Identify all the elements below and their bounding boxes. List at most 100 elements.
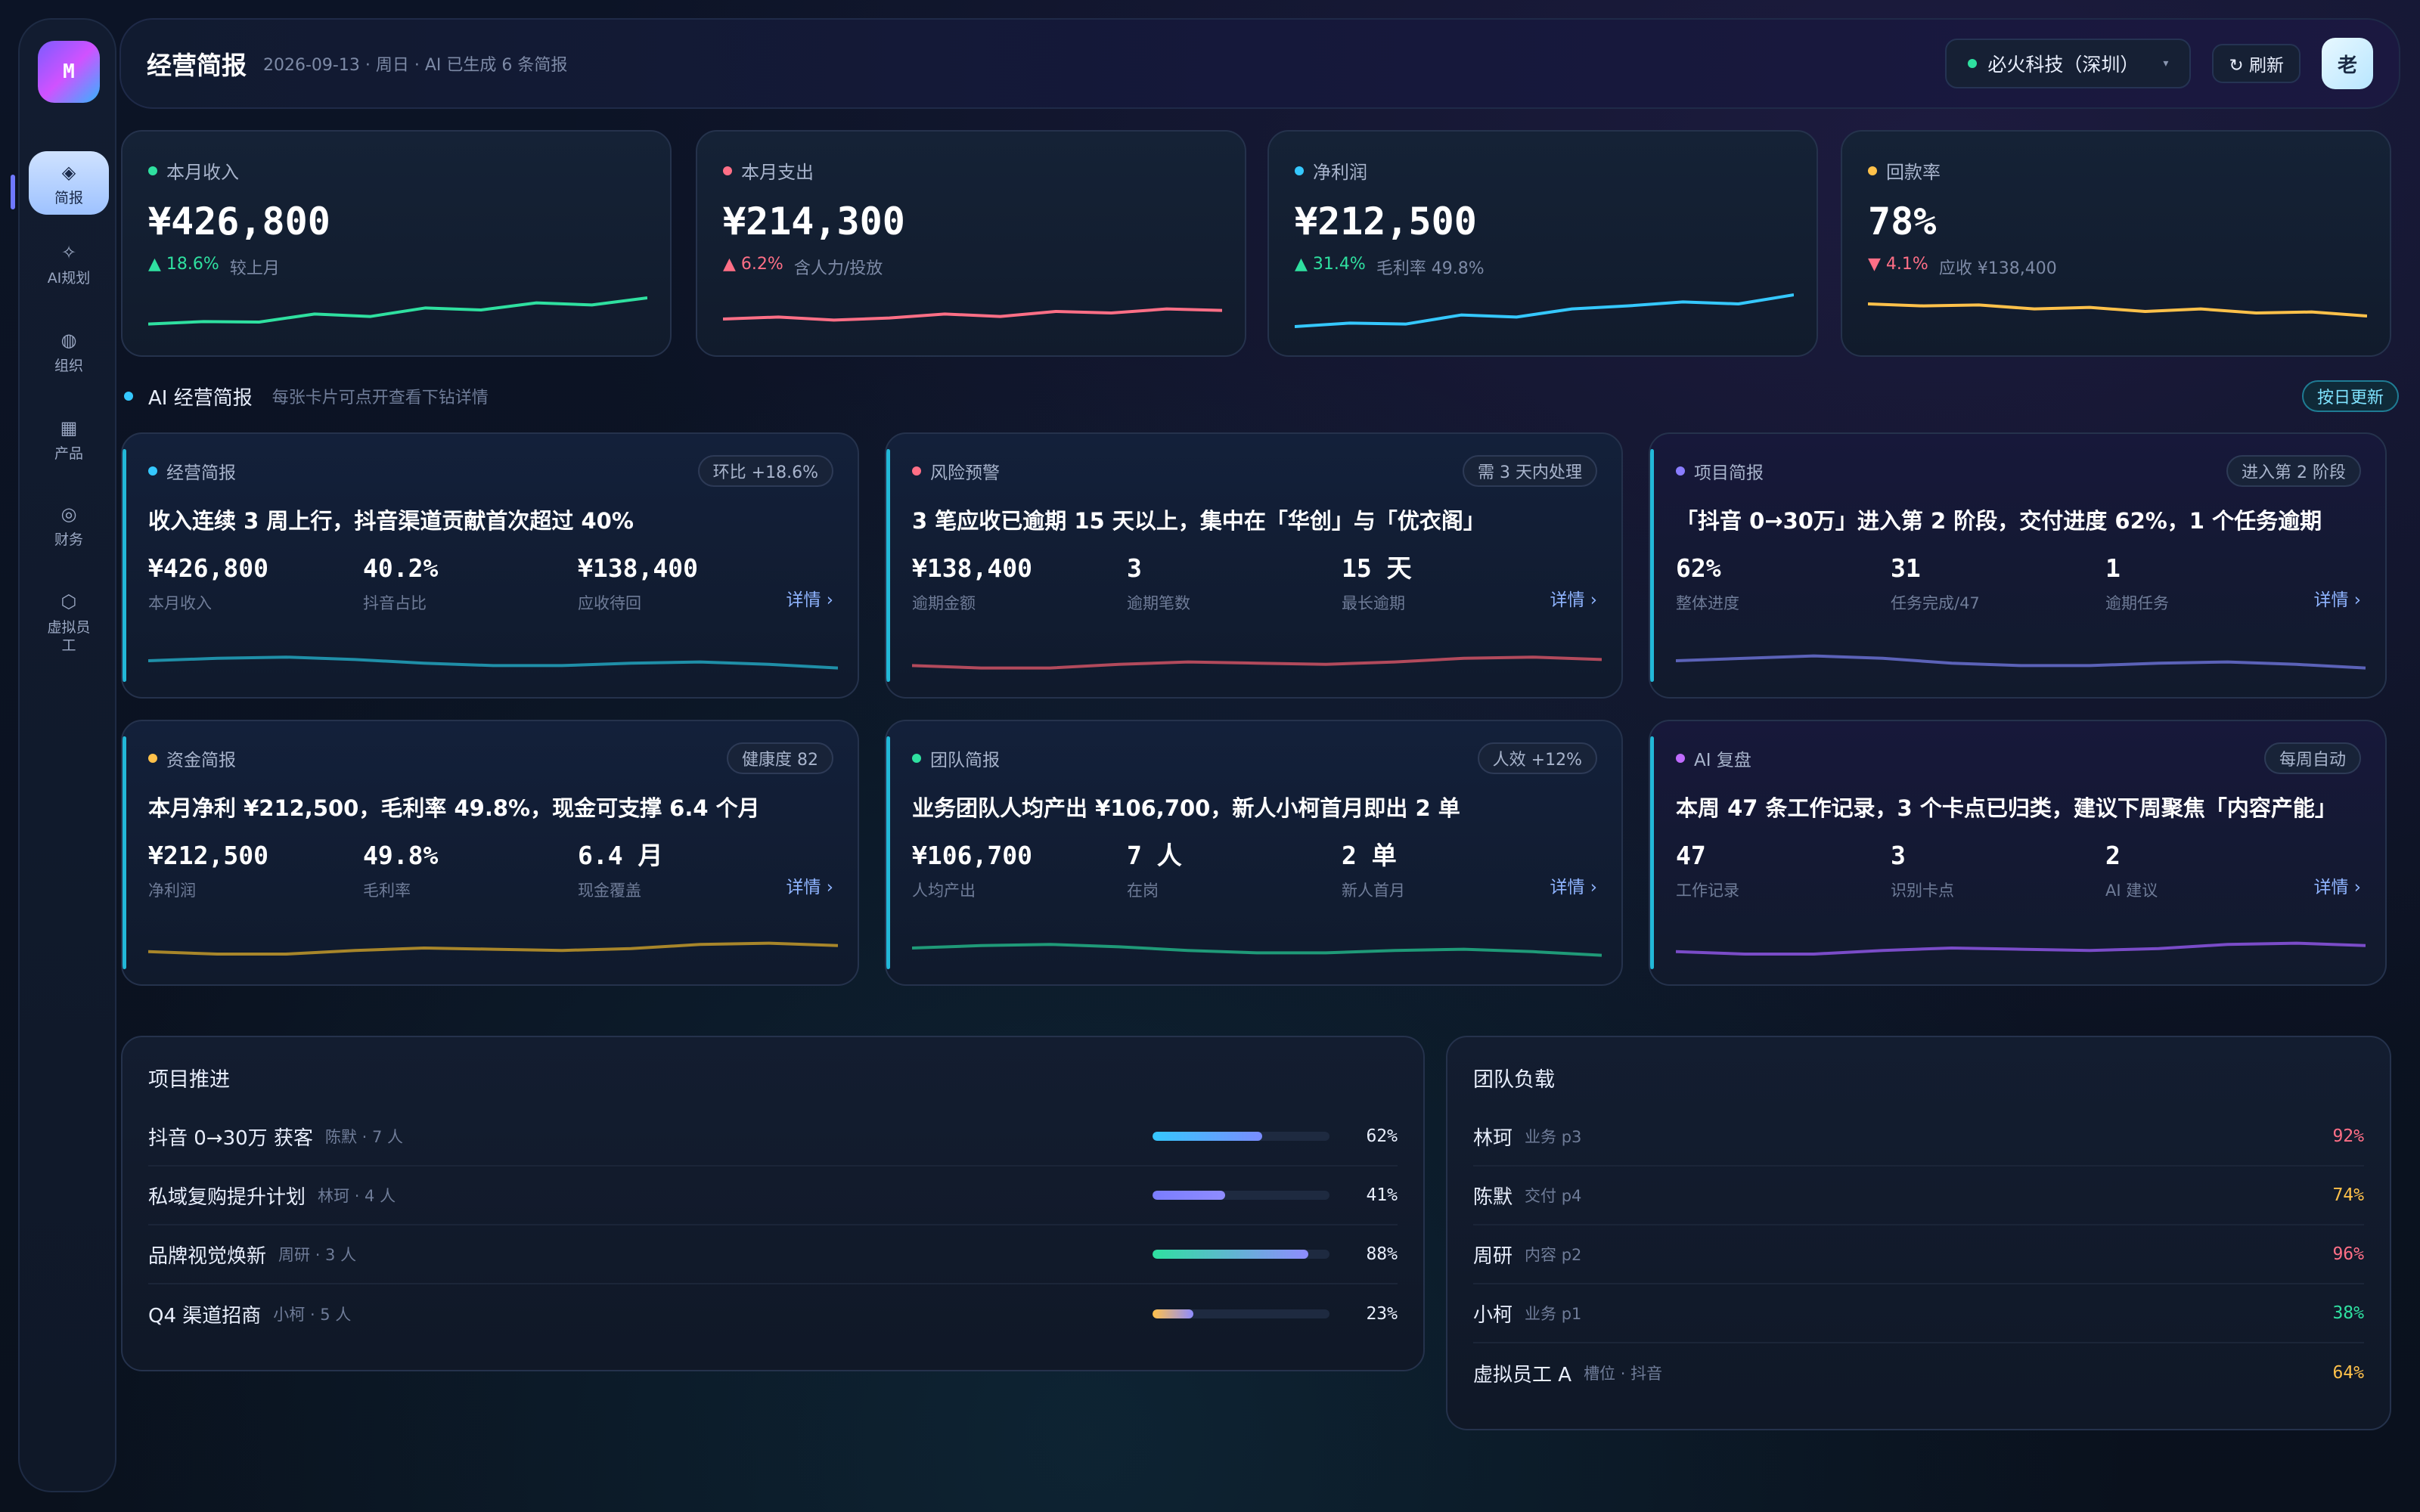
team-member-row[interactable]: 周研 内容 p2 96% [1473, 1225, 2364, 1284]
diamond-icon: ◈ [61, 162, 76, 183]
progress-percent: 23% [1366, 1304, 1398, 1324]
section-title: AI 经营简报 [148, 386, 253, 410]
metric-value: ¥138,400 [912, 553, 1032, 583]
member-name: 虚拟员工 A [1473, 1363, 1572, 1387]
metric-label: 最长逾期 [1342, 594, 1405, 612]
project-row[interactable]: 私域复购提升计划 林珂 · 4 人 41% [148, 1167, 1398, 1225]
metric: ¥212,500 净利润 [148, 841, 363, 901]
detail-link[interactable]: 详情 › [2313, 878, 2361, 897]
metric-label: 应收待回 [578, 594, 641, 612]
sparkline [1295, 293, 1794, 328]
brief-card[interactable]: AI 复盘 每周自动 本周 47 条工作记录，3 个卡点已归类，建议下周聚焦「内容… [1649, 720, 2387, 986]
card-tag: 风险预警 [930, 463, 1000, 483]
kpi-card[interactable]: 本月收入 ¥426,800 ▲ 18.6% 较上月 [121, 130, 672, 357]
kpi-value: ¥212,500 [1295, 200, 1477, 243]
sparkline [148, 655, 838, 670]
metric: ¥138,400 逾期金额 [912, 553, 1127, 614]
metric-label: 净利润 [148, 881, 196, 900]
metric: 2 单新人首月 [1342, 841, 1556, 901]
metric-value: 15 天 [1342, 553, 1412, 583]
metric-label: 识别卡点 [1891, 881, 1954, 900]
section-dot-icon [124, 392, 133, 401]
project-row[interactable]: 抖音 0→30万 获客 陈默 · 7 人 62% [148, 1108, 1398, 1167]
brief-card[interactable]: 项目简报 进入第 2 阶段 「抖音 0→30万」进入第 2 阶段，交付进度 62%… [1649, 432, 2387, 699]
metric-value: 3 [1891, 841, 1906, 870]
sparkline [912, 655, 1602, 670]
brief-card[interactable]: 资金简报 健康度 82 本月净利 ¥212,500，毛利率 49.8%，现金可支撑… [121, 720, 859, 986]
card-headline: 「抖音 0→30万」进入第 2 阶段，交付进度 62%，1 个任务逾期 [1676, 508, 2322, 534]
kpi-card[interactable]: 本月支出 ¥214,300 ▲ 6.2% 含人力/投放 [696, 130, 1246, 357]
metric-label: AI 建议 [2105, 881, 2158, 900]
metric-label: 抖音占比 [363, 594, 427, 612]
sidebar-item-1[interactable]: ✧ AI规划 [29, 242, 109, 287]
team-member-row[interactable]: 林珂 业务 p3 92% [1473, 1108, 2364, 1167]
project-row[interactable]: Q4 渠道招商 小柯 · 5 人 23% [148, 1284, 1398, 1343]
sparkline [148, 296, 647, 326]
kpi-card[interactable]: 净利润 ¥212,500 ▲ 31.4% 毛利率 49.8% [1267, 130, 1818, 357]
card-dot-icon [1676, 466, 1685, 476]
metric-label: 现金覆盖 [578, 881, 641, 900]
metric: ¥426,800 本月收入 [148, 553, 363, 614]
company-name: 必火科技（深圳） [1987, 54, 2139, 76]
brief-card[interactable]: 经营简报 环比 +18.6% 收入连续 3 周上行，抖音渠道贡献首次超过 40% … [121, 432, 859, 699]
card-dot-icon [1676, 754, 1685, 763]
kpi-note: 较上月 [229, 259, 280, 278]
member-name: 陈默 [1473, 1185, 1513, 1209]
metric: 40.2% 抖音占比 [363, 553, 578, 614]
globe-icon: ◍ [60, 330, 77, 351]
detail-link[interactable]: 详情 › [1550, 590, 1597, 610]
brief-card[interactable]: 风险预警 需 3 天内处理 3 笔应收已逾期 15 天以上，集中在「华创」与「优衣… [885, 432, 1623, 699]
sidebar-item-2[interactable]: ◍ 组织 [29, 330, 109, 375]
kpi-value: ¥426,800 [148, 200, 330, 243]
progress-bar [1153, 1191, 1329, 1200]
project-name: Q4 渠道招商 [148, 1304, 262, 1328]
company-selector[interactable]: 必火科技（深圳） ▾ [1945, 39, 2192, 88]
card-tag: 资金简报 [166, 751, 236, 770]
sidebar-item-4[interactable]: ◎ 财务 [29, 503, 109, 549]
daily-update-badge[interactable]: 按日更新 [2301, 380, 2399, 412]
team-member-row[interactable]: 虚拟员工 A 槽位 · 抖音 64% [1473, 1343, 2364, 1402]
card-dot-icon [148, 466, 157, 476]
card-dot-icon [148, 754, 157, 763]
detail-link[interactable]: 详情 › [1550, 878, 1597, 897]
sidebar-item-3[interactable]: ▦ 产品 [29, 417, 109, 463]
sidebar-item-5[interactable]: ⬡ 虚拟员工 [29, 591, 109, 655]
sparkle-icon: ✧ [60, 242, 77, 263]
kpi-card[interactable]: 回款率 78% ▼ 4.1% 应收 ¥138,400 [1841, 130, 2391, 357]
metric-value: 2 单 [1342, 841, 1397, 870]
metric-label: 逾期笔数 [1127, 594, 1190, 612]
kpi-dot-icon [1295, 166, 1304, 175]
avatar[interactable]: 老 [2322, 38, 2373, 89]
status-dot-icon [1968, 59, 1978, 68]
detail-link[interactable]: 详情 › [2313, 590, 2361, 610]
team-member-row[interactable]: 陈默 交付 p4 74% [1473, 1167, 2364, 1225]
progress-bar [1153, 1309, 1329, 1318]
detail-link[interactable]: 详情 › [786, 590, 833, 610]
kpi-label: 本月支出 [741, 162, 814, 183]
detail-link[interactable]: 详情 › [786, 878, 833, 897]
kpi-label: 本月收入 [166, 162, 239, 183]
kpi-note: 毛利率 49.8% [1376, 259, 1485, 278]
progress-fill [1153, 1191, 1225, 1200]
app-logo[interactable]: M [38, 41, 100, 103]
progress-percent: 88% [1366, 1244, 1398, 1264]
member-name: 林珂 [1473, 1126, 1513, 1150]
refresh-button[interactable]: ↻ 刷新 [2212, 44, 2301, 83]
kpi-delta: ▼ 4.1% [1868, 255, 1928, 274]
project-row[interactable]: 品牌视觉焕新 周研 · 3 人 88% [148, 1225, 1398, 1284]
metric-value: 6.4 月 [578, 841, 663, 870]
brief-card[interactable]: 团队简报 人效 +12% 业务团队人均产出 ¥106,700，新人小柯首月即出 2… [885, 720, 1623, 986]
sparkline [1868, 302, 2367, 318]
sidebar-item-0[interactable]: ◈ 简报 [29, 151, 109, 215]
metric-value: 31 [1891, 553, 1921, 583]
hexagon-icon: ⬡ [60, 591, 77, 612]
load-percent: 38% [2332, 1303, 2364, 1323]
project-meta: 陈默 · 7 人 [324, 1128, 404, 1146]
metric-label: 整体进度 [1676, 594, 1739, 612]
card-badge: 环比 +18.6% [697, 455, 833, 487]
metric-label: 人均产出 [912, 881, 976, 900]
team-member-row[interactable]: 小柯 业务 p1 38% [1473, 1284, 2364, 1343]
card-dot-icon [912, 754, 921, 763]
panel-title: 团队负载 [1473, 1068, 1555, 1092]
load-percent: 64% [2332, 1363, 2364, 1383]
